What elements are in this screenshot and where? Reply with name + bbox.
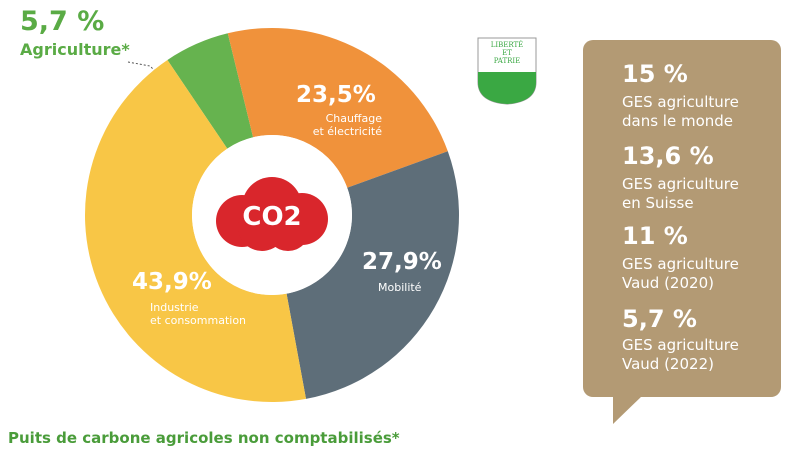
value-label: 27,9% — [362, 249, 442, 275]
sidebar-value: 15 % — [622, 60, 688, 88]
sidebar-text: GES agriculture Vaud (2022) — [622, 336, 739, 373]
wedge — [227, 27, 448, 188]
sidebar-tail — [613, 396, 642, 424]
co2-cloud — [266, 207, 310, 251]
category-label: Mobilité — [378, 281, 422, 294]
wedge — [84, 59, 306, 403]
category-label: Agriculture* — [20, 40, 130, 59]
wedge — [286, 151, 459, 399]
value-label: 5,7 % — [20, 6, 105, 37]
sidebar-panel — [583, 40, 781, 397]
emblem-text: LIBERTÉ ET PATRIE — [490, 41, 524, 66]
sidebar-text: GES agriculture en Suisse — [622, 175, 739, 212]
sidebar-text: GES agriculture dans le monde — [622, 93, 739, 130]
sidebar-value: 11 % — [622, 222, 688, 250]
value-label: 23,5% — [296, 82, 376, 108]
category-label: Chauffage et électricité — [312, 112, 382, 138]
center-label: CO2 — [242, 202, 301, 232]
footer: Puits de carbone agricoles non comptabil… — [8, 429, 400, 447]
sidebar-value: 13,6 % — [622, 142, 714, 170]
category-label: Industrie et consommation — [150, 301, 247, 327]
sidebar-value: 5,7 % — [622, 305, 697, 333]
sidebar-text: GES agriculture Vaud (2020) — [622, 255, 739, 292]
emblem-green — [478, 72, 536, 104]
wedge — [167, 33, 254, 149]
value-label: 43,9% — [132, 269, 212, 295]
